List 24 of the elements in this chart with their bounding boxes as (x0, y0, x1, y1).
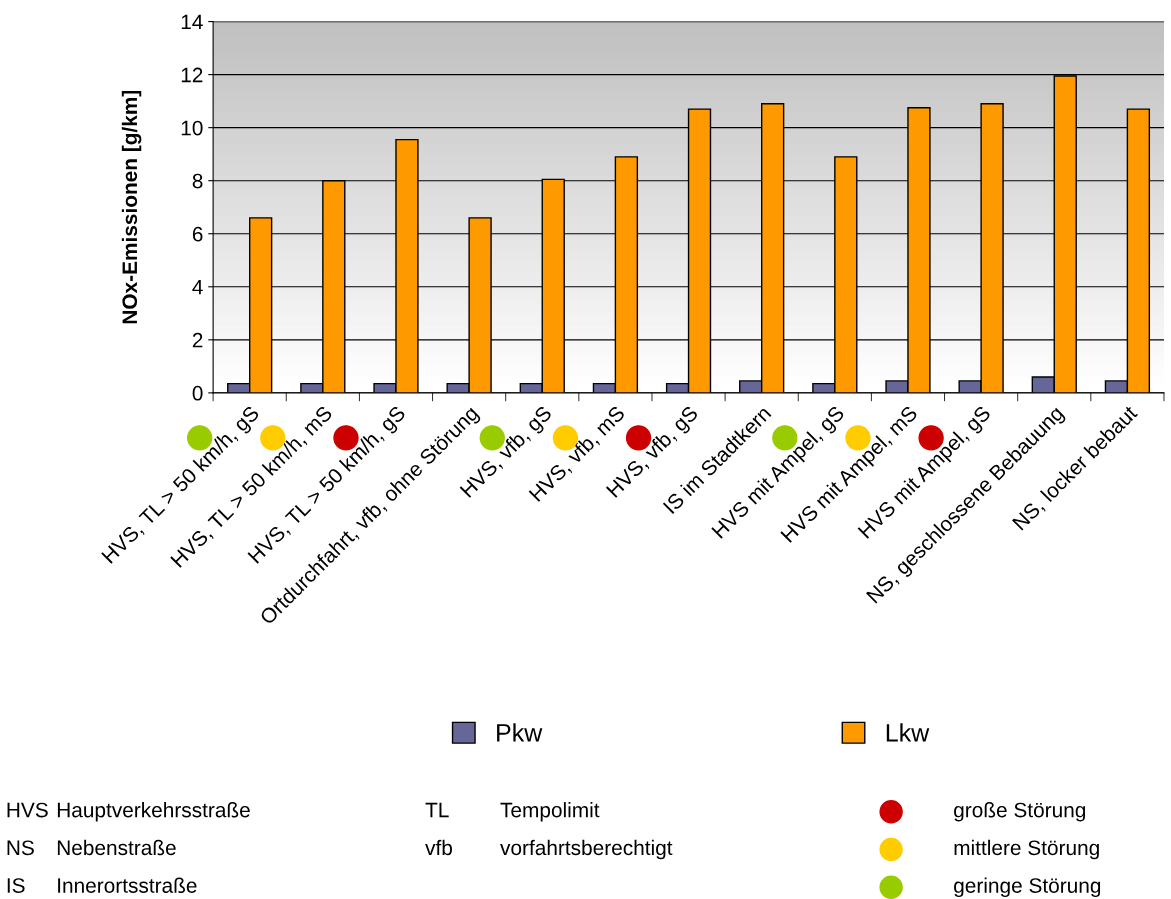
text: Innerortsstraße (58, 877, 197, 893)
text: große Störung (954, 802, 1086, 822)
y-tick-label: 6 (192, 226, 203, 242)
y-tick-label: 10 (181, 120, 203, 136)
y-tick-label: 4 (192, 280, 203, 295)
y-tick-label: 12 (181, 67, 203, 83)
text: HVS (7, 802, 48, 818)
text: Nebenstraße (57, 839, 176, 856)
text: Tempolimit (500, 802, 600, 822)
text: IS (7, 878, 25, 893)
text: TL (425, 802, 449, 818)
y-axis-title: NOx-Emissionen [g/km] (121, 90, 142, 324)
text: geringe Störung (954, 877, 1101, 898)
text: vorfahrtsberechtigt (500, 839, 673, 860)
text: vfb (425, 839, 452, 856)
y-tick-label: 2 (192, 332, 203, 348)
text: Hauptverkehrsstraße (57, 802, 250, 822)
legend-label: Pkw (497, 723, 543, 742)
text: mittlere Störung (954, 839, 1099, 860)
y-tick-label: 8 (192, 173, 203, 189)
text: NS (7, 840, 34, 856)
legend-label: Lkw (886, 723, 930, 742)
y-tick-label: 14 (181, 14, 203, 30)
y-tick-label: 0 (192, 385, 203, 401)
